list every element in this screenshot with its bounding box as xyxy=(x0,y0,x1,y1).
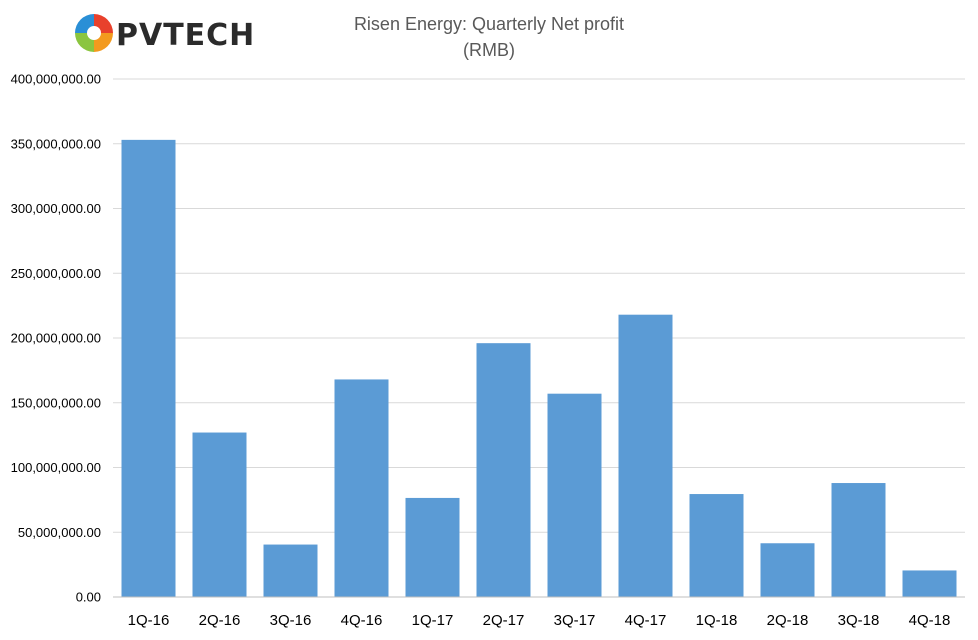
x-tick-label: 1Q-16 xyxy=(128,612,170,629)
y-tick-label: 300,000,000.00 xyxy=(11,201,101,216)
x-tick-label: 1Q-17 xyxy=(412,612,454,629)
bars xyxy=(121,139,957,598)
gridlines xyxy=(113,78,965,533)
y-tick-label: 250,000,000.00 xyxy=(11,266,101,281)
x-tick-label: 4Q-18 xyxy=(909,612,951,629)
pvtech-logo: PVTECH xyxy=(75,14,255,53)
x-tick-label: 2Q-16 xyxy=(199,612,241,629)
x-axis-ticks: 1Q-16 2Q-16 3Q-16 4Q-16 1Q-17 2Q-17 3Q-17 4Q-17… xyxy=(128,612,951,629)
y-tick-label: 350,000,000.00 xyxy=(11,136,101,151)
y-tick-label: 100,000,000.00 xyxy=(11,460,101,475)
x-tick-label: 1Q-18 xyxy=(696,612,738,629)
y-axis-ticks: 0.00 50,000,000.00 100,000,000.00 150,000,0… xyxy=(11,72,101,605)
chart-subtitle: (RMB) xyxy=(463,40,515,60)
y-tick-label: 400,000,000.00 xyxy=(11,72,101,87)
bar-1Q-16 xyxy=(121,139,176,598)
x-tick-label: 4Q-16 xyxy=(341,612,383,629)
logo-swirl-icon xyxy=(75,14,113,52)
bar-2Q-18 xyxy=(760,543,815,597)
y-tick-label: 200,000,000.00 xyxy=(11,331,101,346)
x-tick-label: 3Q-16 xyxy=(270,612,312,629)
x-tick-label: 2Q-18 xyxy=(767,612,809,629)
x-tick-label: 2Q-17 xyxy=(483,612,525,629)
bar-4Q-16 xyxy=(334,379,389,597)
x-tick-label: 3Q-17 xyxy=(554,612,596,629)
bar-4Q-17 xyxy=(618,314,673,597)
x-tick-label: 4Q-17 xyxy=(625,612,667,629)
chart-title: Risen Energy: Quarterly Net profit xyxy=(354,14,624,34)
bar-1Q-18 xyxy=(689,494,744,597)
y-tick-label: 0.00 xyxy=(76,590,101,605)
bar-2Q-16 xyxy=(192,432,247,597)
x-tick-label: 3Q-18 xyxy=(838,612,880,629)
y-tick-label: 150,000,000.00 xyxy=(11,395,101,410)
bar-3Q-18 xyxy=(831,483,886,597)
bar-1Q-17 xyxy=(405,497,460,597)
bar-2Q-17 xyxy=(476,343,531,597)
bar-3Q-16 xyxy=(263,544,318,597)
logo-text: PVTECH xyxy=(116,18,255,53)
bar-3Q-17 xyxy=(547,393,602,597)
y-tick-label: 50,000,000.00 xyxy=(18,525,101,540)
bar-4Q-18 xyxy=(902,570,957,597)
